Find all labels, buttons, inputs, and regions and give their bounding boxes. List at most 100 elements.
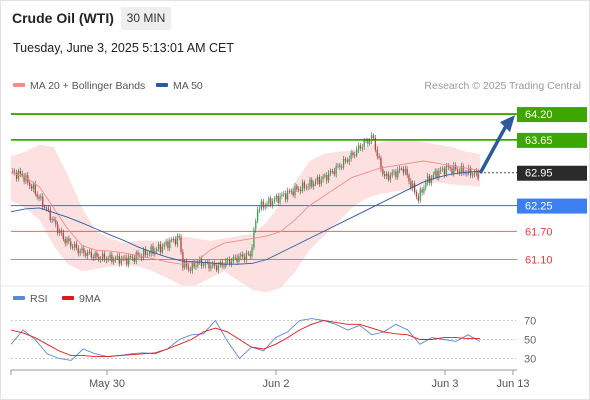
candle-body bbox=[75, 243, 78, 249]
candle-body bbox=[266, 203, 268, 207]
candle-body bbox=[335, 165, 337, 175]
candle-body bbox=[184, 261, 186, 268]
candle-body bbox=[126, 257, 128, 265]
candle-body bbox=[148, 253, 150, 255]
candle-body bbox=[337, 165, 339, 167]
candle-body bbox=[387, 173, 390, 180]
candle-body bbox=[120, 258, 122, 264]
candle-body bbox=[212, 262, 214, 266]
candle-body bbox=[124, 257, 126, 259]
rsi-line bbox=[10, 318, 481, 361]
candle-body bbox=[156, 249, 158, 251]
candle-body bbox=[365, 140, 367, 142]
candle-body bbox=[298, 189, 300, 191]
candle-body bbox=[425, 182, 427, 188]
candle-body bbox=[268, 198, 270, 204]
candle-body bbox=[94, 253, 96, 259]
candle-body bbox=[316, 176, 319, 182]
candle-body bbox=[445, 166, 448, 175]
x-tick-label: Jun 2 bbox=[263, 378, 290, 390]
candle-body bbox=[320, 179, 322, 185]
candle-body bbox=[187, 266, 190, 270]
ma50-swatch bbox=[156, 83, 168, 88]
ma20-line bbox=[10, 160, 481, 265]
candle-body bbox=[100, 258, 102, 260]
candle-body bbox=[436, 170, 438, 178]
candle-body bbox=[260, 201, 263, 209]
candle-body bbox=[440, 169, 442, 171]
candle-body bbox=[397, 170, 399, 178]
candle-body bbox=[49, 209, 51, 221]
candle-body bbox=[361, 146, 363, 149]
candle-body bbox=[348, 159, 350, 162]
candle-body bbox=[370, 135, 373, 142]
candle-body bbox=[417, 196, 419, 201]
candle-body bbox=[327, 173, 330, 181]
candle-body bbox=[178, 235, 180, 238]
candle-body bbox=[430, 177, 433, 183]
candle-body bbox=[264, 206, 266, 208]
candle-body bbox=[217, 264, 220, 271]
ma50-line bbox=[10, 170, 481, 265]
candle-body bbox=[236, 257, 238, 262]
candle-body bbox=[367, 140, 369, 144]
candle-body bbox=[60, 230, 63, 233]
candle-body bbox=[415, 192, 418, 197]
candle-body bbox=[116, 256, 119, 258]
candle-body bbox=[14, 171, 16, 173]
candle-body bbox=[460, 166, 462, 174]
candle-body bbox=[434, 170, 436, 176]
legend-ma50: MA 50 bbox=[156, 80, 203, 92]
candle-body bbox=[305, 187, 307, 189]
candle-body bbox=[271, 201, 274, 206]
timeframe-badge[interactable]: 30 MIN bbox=[121, 7, 171, 30]
candle-body bbox=[372, 135, 375, 138]
candle-body bbox=[204, 262, 206, 266]
candle-body bbox=[182, 252, 184, 268]
candle-body bbox=[167, 241, 169, 249]
candle-body bbox=[171, 239, 173, 241]
candle-body bbox=[53, 218, 55, 221]
candle-body bbox=[64, 239, 66, 244]
candle-body bbox=[88, 251, 91, 253]
instrument-title: Crude Oil (WTI) bbox=[12, 10, 114, 26]
candle-body bbox=[398, 168, 401, 171]
candle-body bbox=[288, 190, 291, 192]
candle-body bbox=[277, 195, 279, 203]
candle-body bbox=[307, 186, 309, 188]
level-tag-62.25 bbox=[517, 198, 587, 214]
candle-body bbox=[473, 173, 476, 175]
ma9-swatch bbox=[62, 296, 74, 301]
forecast-arrow-head bbox=[500, 115, 515, 133]
candle-body bbox=[12, 170, 14, 172]
x-tick-label: Jun 3 bbox=[432, 378, 459, 390]
candle-body bbox=[339, 165, 341, 167]
candle-body bbox=[352, 152, 354, 156]
candle-body bbox=[395, 171, 397, 178]
timestamp: Tuesday, June 3, 2025 5:13:01 AM CET bbox=[13, 41, 234, 55]
candle-body bbox=[189, 269, 192, 271]
candle-body bbox=[234, 256, 236, 258]
candle-body bbox=[376, 149, 378, 157]
candle-body bbox=[223, 265, 225, 267]
candle-body bbox=[21, 173, 23, 176]
candle-body bbox=[144, 249, 147, 255]
candle-body bbox=[356, 149, 358, 156]
research-credit: Research © 2025 Trading Central bbox=[424, 80, 581, 92]
candle-body bbox=[146, 254, 149, 255]
candle-body bbox=[301, 182, 304, 192]
rsi-9ma-line bbox=[10, 320, 480, 358]
candle-body bbox=[238, 256, 240, 262]
candle-body bbox=[214, 262, 216, 266]
candle-body bbox=[258, 208, 261, 210]
candle-body bbox=[51, 218, 53, 221]
candle-body bbox=[185, 261, 188, 267]
candle-body bbox=[103, 253, 106, 260]
candle-body bbox=[83, 248, 85, 254]
candle-body bbox=[428, 175, 431, 183]
candle-body bbox=[15, 172, 18, 179]
candle-body bbox=[283, 193, 285, 195]
candle-body bbox=[202, 265, 205, 267]
candle-body bbox=[273, 199, 276, 202]
